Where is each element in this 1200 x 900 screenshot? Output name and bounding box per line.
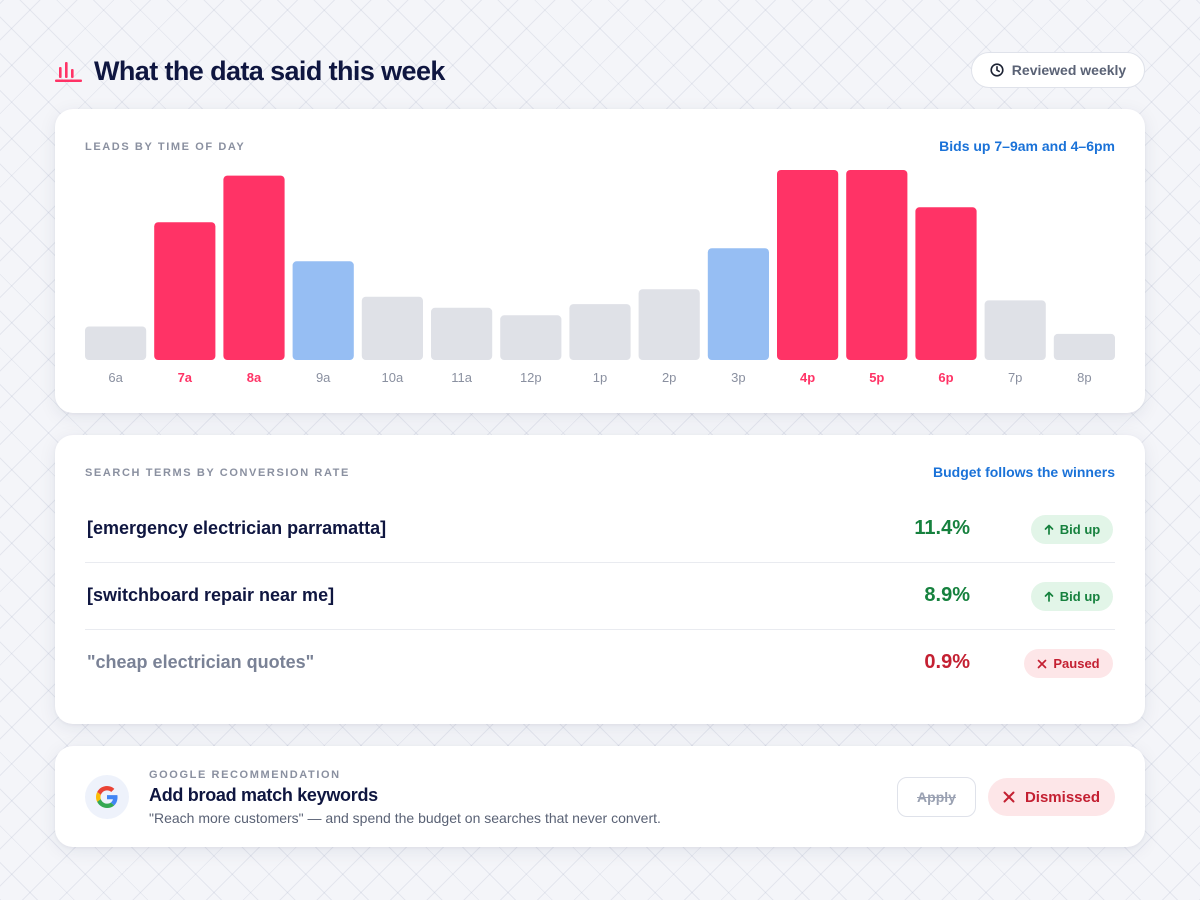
bar-6a bbox=[85, 326, 147, 360]
dismissed-label: Dismissed bbox=[1024, 788, 1101, 806]
bar-7p bbox=[984, 300, 1046, 360]
tick-label-7p: 7p bbox=[1008, 370, 1022, 385]
tick-label-10a: 10a bbox=[382, 370, 404, 385]
bar-9a bbox=[292, 261, 354, 360]
recommendation-eyebrow: GOOGLE RECOMMENDATION bbox=[149, 769, 341, 781]
bar-11a bbox=[431, 307, 493, 360]
term-name: [switchboard repair near me] bbox=[87, 585, 335, 605]
chart-card-label: LEADS BY TIME OF DAY bbox=[85, 141, 246, 153]
tick-label-12p: 12p bbox=[520, 370, 542, 385]
term-name: [emergency electrician parramatta] bbox=[87, 518, 387, 538]
bar-7a bbox=[154, 222, 216, 360]
apply-button[interactable]: Apply bbox=[897, 777, 976, 817]
clock-icon bbox=[990, 63, 1004, 77]
tick-label-5p: 5p bbox=[869, 370, 884, 385]
page-header: What the data said this week Reviewed we… bbox=[55, 52, 1145, 90]
close-icon bbox=[1003, 791, 1015, 803]
bar-2p bbox=[638, 289, 700, 360]
bar-1p bbox=[569, 304, 631, 360]
conversion-rate: 0.9% bbox=[924, 651, 970, 673]
dismissed-button[interactable]: Dismissed bbox=[988, 778, 1115, 816]
paused-badge: Paused bbox=[1024, 649, 1113, 678]
recommendation-quote: "Reach more customers" — and spend the b… bbox=[149, 810, 661, 826]
bar-8a bbox=[223, 175, 285, 360]
reviewed-weekly-badge: Reviewed weekly bbox=[971, 52, 1145, 88]
bid-up-badge: Bid up bbox=[1031, 582, 1113, 611]
badge-label: Paused bbox=[1053, 656, 1100, 671]
conversion-rate: 11.4% bbox=[914, 517, 970, 539]
arrow-up-icon bbox=[1044, 591, 1054, 602]
arrow-up-icon bbox=[1044, 524, 1054, 535]
page-title: What the data said this week bbox=[94, 56, 445, 86]
bar-5p bbox=[846, 170, 908, 360]
tick-label-9a: 9a bbox=[316, 370, 331, 385]
close-icon bbox=[1038, 659, 1047, 668]
terms-card-note: Budget follows the winners bbox=[932, 464, 1115, 480]
tick-label-3p: 3p bbox=[731, 370, 745, 385]
bar-6p bbox=[915, 207, 977, 360]
recommendation-title: Add broad match keywords bbox=[149, 785, 378, 805]
term-row: [switchboard repair near me] 8.9% Bid up bbox=[85, 563, 1115, 630]
google-logo-icon bbox=[85, 775, 129, 819]
tick-label-8a: 8a bbox=[247, 370, 262, 385]
tick-label-7a: 7a bbox=[178, 370, 193, 385]
tick-label-1p: 1p bbox=[593, 370, 607, 385]
tick-label-6p: 6p bbox=[938, 370, 953, 385]
tick-label-2p: 2p bbox=[662, 370, 676, 385]
bar-8p bbox=[1053, 333, 1115, 360]
bar-12p bbox=[500, 315, 562, 360]
conversion-rate: 8.9% bbox=[924, 584, 970, 606]
bar-3p bbox=[707, 248, 769, 360]
bid-up-badge: Bid up bbox=[1031, 515, 1113, 544]
bar-10a bbox=[361, 296, 423, 360]
term-row: [emergency electrician parramatta] 11.4%… bbox=[85, 496, 1115, 563]
terms-card-label: SEARCH TERMS BY CONVERSION RATE bbox=[85, 467, 350, 479]
chart-card-note: Bids up 7–9am and 4–6pm bbox=[939, 138, 1115, 154]
badge-label: Bid up bbox=[1059, 589, 1101, 604]
tick-label-4p: 4p bbox=[800, 370, 815, 385]
bar-4p bbox=[777, 170, 839, 360]
tick-label-8p: 8p bbox=[1077, 370, 1091, 385]
bar-chart-icon bbox=[55, 62, 82, 82]
tick-label-11a: 11a bbox=[451, 370, 472, 385]
tick-label-6a: 6a bbox=[108, 370, 123, 385]
badge-label: Bid up bbox=[1059, 522, 1101, 537]
term-row: "cheap electrician quotes" 0.9% Paused bbox=[85, 630, 1115, 697]
leads-by-time-card: LEADS BY TIME OF DAY Bids up 7–9am and 4… bbox=[55, 109, 1145, 413]
reviewed-weekly-label: Reviewed weekly bbox=[1011, 62, 1127, 78]
term-name: "cheap electrician quotes" bbox=[87, 652, 315, 672]
google-recommendation-card: GOOGLE RECOMMENDATION Add broad match ke… bbox=[55, 746, 1145, 847]
leads-bar-chart: 6a 7a 8a 9a 10a 11a 12p 1p 2p 3p 4p 5p 6p 7p 8p bbox=[85, 170, 1115, 385]
search-terms-card: SEARCH TERMS BY CONVERSION RATE Budget f… bbox=[55, 435, 1145, 724]
